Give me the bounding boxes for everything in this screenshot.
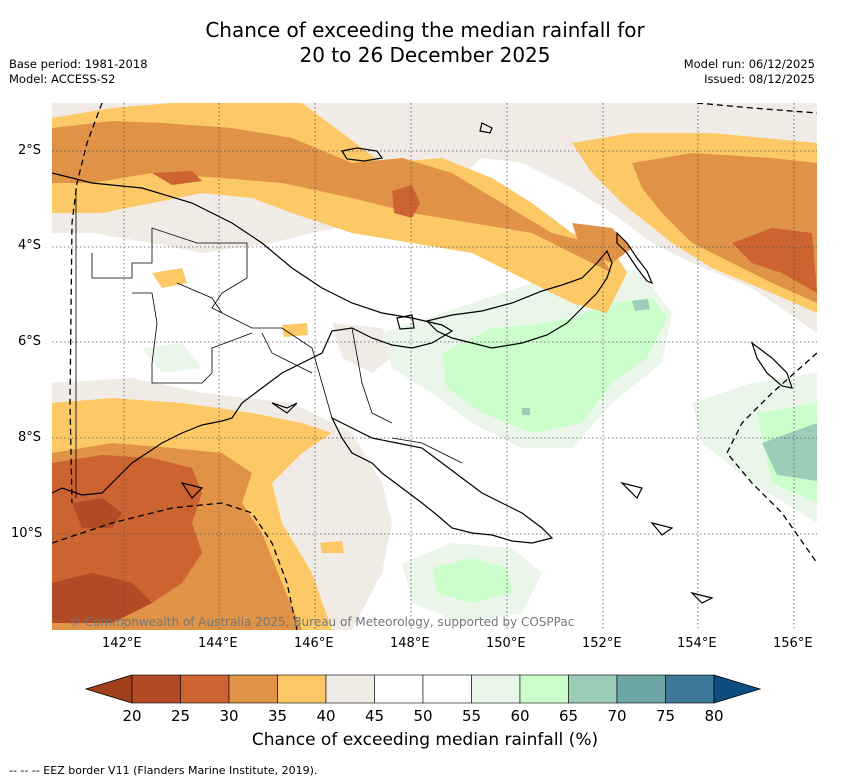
model-run: Model run: 06/12/2025: [683, 57, 815, 71]
title-line-2: 20 to 26 December 2025: [299, 43, 551, 67]
gridlines: [52, 103, 817, 630]
colorbar-swatch-55-60: [471, 674, 521, 704]
copyright-text: © Commonwealth of Australia 2025, Bureau…: [69, 615, 574, 629]
lat-tick-6s: 6°S: [18, 334, 42, 349]
model-name: Model: ACCESS-S2: [9, 72, 116, 86]
colorbar-swatch-30-35: [228, 674, 278, 704]
shade-60-65: [432, 298, 817, 603]
colorbar-label-45: 45: [365, 707, 384, 725]
lon-tick-156e: 156°E: [773, 636, 813, 651]
bougainville-coast: [750, 341, 793, 389]
shade-20-25: [52, 498, 152, 623]
colorbar-label-55: 55: [462, 707, 481, 725]
eez-borders: [52, 103, 817, 630]
colorbar-swatches: [84, 674, 762, 704]
colorbar-label-20: 20: [122, 707, 141, 725]
lon-tick-154e: 154°E: [677, 636, 717, 651]
lon-tick-144e: 144°E: [198, 636, 238, 651]
colorbar-swatch-60-65: [519, 674, 569, 704]
meta-right: Model run: 06/12/2025 Issued: 08/12/2025: [684, 57, 815, 87]
colorbar-label-40: 40: [316, 707, 335, 725]
colorbar-label-50: 50: [413, 707, 432, 725]
papuan-peninsula-coast: [330, 416, 554, 544]
colorbar-arrow-high: [713, 674, 762, 704]
lat-tick-10s: 10°S: [11, 526, 43, 541]
colorbar-swatch-20-25: [131, 674, 181, 704]
colorbar-arrow-low: [84, 674, 133, 704]
new-ireland-coast: [616, 231, 654, 285]
shade-65-70: [522, 299, 817, 481]
issued-date: Issued: 08/12/2025: [704, 72, 815, 86]
colorbar-label-60: 60: [510, 707, 529, 725]
chart-title: Chance of exceeding the median rainfall …: [0, 18, 850, 68]
base-period: Base period: 1981-2018: [9, 57, 148, 71]
coastlines: [52, 122, 793, 604]
colorbar-swatch-75-80: [665, 674, 715, 704]
lat-tick-4s: 4°S: [18, 238, 42, 253]
colorbar-title: Chance of exceeding median rainfall (%): [251, 730, 599, 750]
colorbar-labels: 20 25 30 35 40 45 50 55 60 65 70 75 80: [122, 707, 723, 725]
colorbar-label-75: 75: [656, 707, 675, 725]
lon-tick-148e: 148°E: [390, 636, 430, 651]
colorbar-swatch-65-70: [568, 674, 618, 704]
colorbar-swatch-40-45: [325, 674, 375, 704]
lat-tick-2s: 2°S: [18, 143, 42, 158]
eez-legend: -- -- -- EEZ border V11 (Flanders Marine…: [9, 764, 318, 777]
colorbar-label-80: 80: [704, 707, 723, 725]
lon-tick-150e: 150°E: [486, 636, 526, 651]
title-line-1: Chance of exceeding the median rainfall …: [205, 18, 645, 42]
rainfall-map: © Commonwealth of Australia 2025, Bureau…: [52, 103, 817, 630]
manus-coast: [341, 147, 384, 162]
colorbar-swatch-70-75: [616, 674, 666, 704]
lon-tick-142e: 142°E: [102, 636, 142, 651]
lon-tick-152e: 152°E: [582, 636, 622, 651]
colorbar-label-25: 25: [171, 707, 190, 725]
colorbar-label-30: 30: [219, 707, 238, 725]
province-borders: [75, 188, 463, 498]
colorbar: 20 25 30 35 40 45 50 55 60 65 70 75 80: [84, 674, 762, 725]
colorbar-swatch-50-55: [422, 674, 472, 704]
meta-left: Base period: 1981-2018 Model: ACCESS-S2: [9, 57, 148, 87]
lon-tick-146e: 146°E: [294, 636, 334, 651]
colorbar-swatch-25-30: [180, 674, 230, 704]
colorbar-swatch-35-40: [277, 674, 327, 704]
colorbar-label-65: 65: [559, 707, 578, 725]
colorbar-label-70: 70: [607, 707, 626, 725]
colorbar-swatch-45-50: [374, 674, 424, 704]
new-britain-coast: [425, 249, 613, 349]
new-guinea-coast: [52, 172, 454, 496]
colorbar-label-35: 35: [268, 707, 287, 725]
lat-tick-8s: 8°S: [18, 430, 42, 445]
